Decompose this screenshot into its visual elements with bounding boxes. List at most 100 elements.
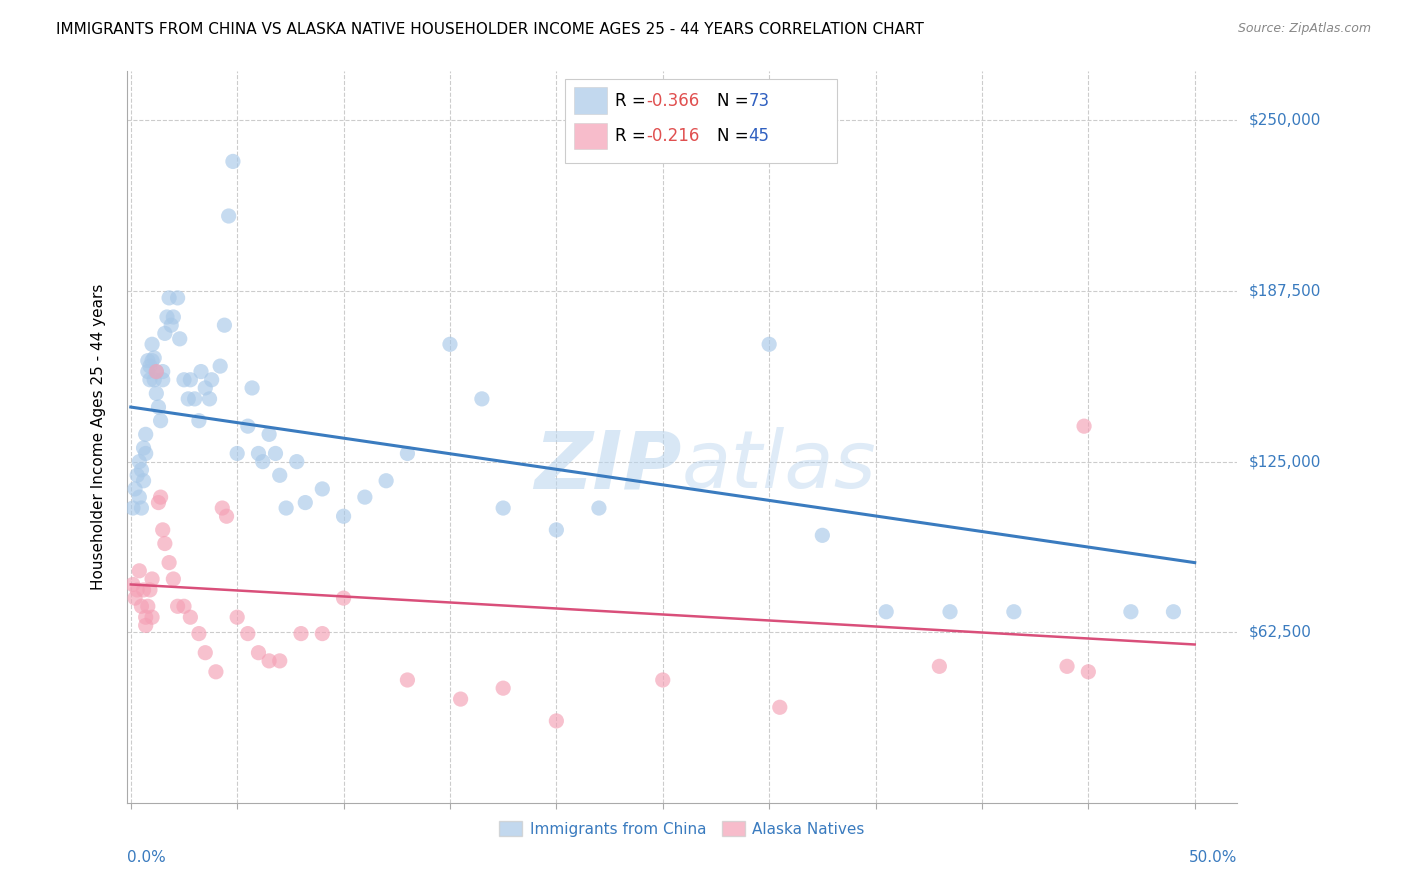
Point <box>128 490 150 504</box>
Point <box>269 654 291 668</box>
Point <box>214 318 236 333</box>
Point <box>222 154 245 169</box>
Point <box>257 427 280 442</box>
Point <box>1056 659 1078 673</box>
Point <box>124 482 146 496</box>
Point <box>1077 665 1099 679</box>
Point <box>247 446 270 460</box>
Point <box>311 626 333 640</box>
Point <box>135 610 157 624</box>
Point <box>128 564 150 578</box>
Point <box>148 495 170 509</box>
Point <box>132 441 155 455</box>
Point <box>143 351 166 365</box>
Point <box>354 490 377 504</box>
Point <box>492 501 515 516</box>
Point <box>875 605 897 619</box>
Point <box>157 291 180 305</box>
Point <box>546 523 568 537</box>
Point <box>247 646 270 660</box>
Point <box>122 577 145 591</box>
Point <box>128 455 150 469</box>
Point <box>187 626 209 640</box>
Point <box>135 427 157 442</box>
Legend: Immigrants from China, Alaska Natives: Immigrants from China, Alaska Natives <box>494 814 870 843</box>
FancyBboxPatch shape <box>574 87 607 114</box>
Point <box>166 599 188 614</box>
Text: 45: 45 <box>748 127 769 145</box>
Point <box>141 610 163 624</box>
Point <box>205 665 228 679</box>
Point <box>149 490 172 504</box>
Point <box>122 501 145 516</box>
Point <box>375 474 398 488</box>
Point <box>131 599 153 614</box>
Point <box>135 618 157 632</box>
Point <box>257 654 280 668</box>
Point <box>285 455 308 469</box>
Point <box>332 591 354 606</box>
Point <box>136 353 159 368</box>
Point <box>124 591 146 606</box>
Point <box>471 392 494 406</box>
Text: N =: N = <box>717 92 755 110</box>
Point <box>209 359 232 373</box>
Point <box>160 318 183 333</box>
Text: 50.0%: 50.0% <box>1189 850 1237 865</box>
Point <box>1163 605 1185 619</box>
Point <box>169 332 191 346</box>
Point <box>132 582 155 597</box>
Point <box>396 446 419 460</box>
Text: $125,000: $125,000 <box>1249 454 1320 469</box>
Point <box>162 310 184 324</box>
Point <box>141 353 163 368</box>
Point <box>145 365 167 379</box>
Point <box>179 610 201 624</box>
Point <box>236 626 259 640</box>
Point <box>145 365 167 379</box>
Point <box>439 337 461 351</box>
Point <box>190 365 212 379</box>
Point <box>198 392 221 406</box>
Point <box>152 373 174 387</box>
Point <box>156 310 179 324</box>
Point <box>1073 419 1095 434</box>
Point <box>173 599 195 614</box>
Point <box>758 337 780 351</box>
Point <box>492 681 515 695</box>
Text: -0.216: -0.216 <box>647 127 700 145</box>
Point <box>131 463 153 477</box>
Text: ZIP: ZIP <box>534 427 682 506</box>
Point <box>218 209 240 223</box>
Text: Source: ZipAtlas.com: Source: ZipAtlas.com <box>1237 22 1371 36</box>
Y-axis label: Householder Income Ages 25 - 44 years: Householder Income Ages 25 - 44 years <box>91 284 105 591</box>
Point <box>145 386 167 401</box>
Point <box>450 692 472 706</box>
Point <box>173 373 195 387</box>
Text: 73: 73 <box>748 92 769 110</box>
Text: $187,500: $187,500 <box>1249 284 1320 299</box>
Point <box>201 373 224 387</box>
Point <box>143 373 166 387</box>
Point <box>136 599 159 614</box>
Point <box>139 373 162 387</box>
Point <box>139 582 162 597</box>
Point <box>157 556 180 570</box>
Point <box>139 359 162 373</box>
Point <box>211 501 233 516</box>
Point <box>149 414 172 428</box>
Point <box>276 501 298 516</box>
Point <box>141 337 163 351</box>
Point <box>194 381 217 395</box>
Text: R =: R = <box>616 127 651 145</box>
Point <box>1119 605 1142 619</box>
FancyBboxPatch shape <box>565 78 838 163</box>
Point <box>811 528 834 542</box>
Point <box>194 646 217 660</box>
FancyBboxPatch shape <box>574 122 607 149</box>
Point <box>332 509 354 524</box>
Text: R =: R = <box>616 92 651 110</box>
Point <box>294 495 316 509</box>
Point <box>215 509 238 524</box>
Point <box>136 365 159 379</box>
